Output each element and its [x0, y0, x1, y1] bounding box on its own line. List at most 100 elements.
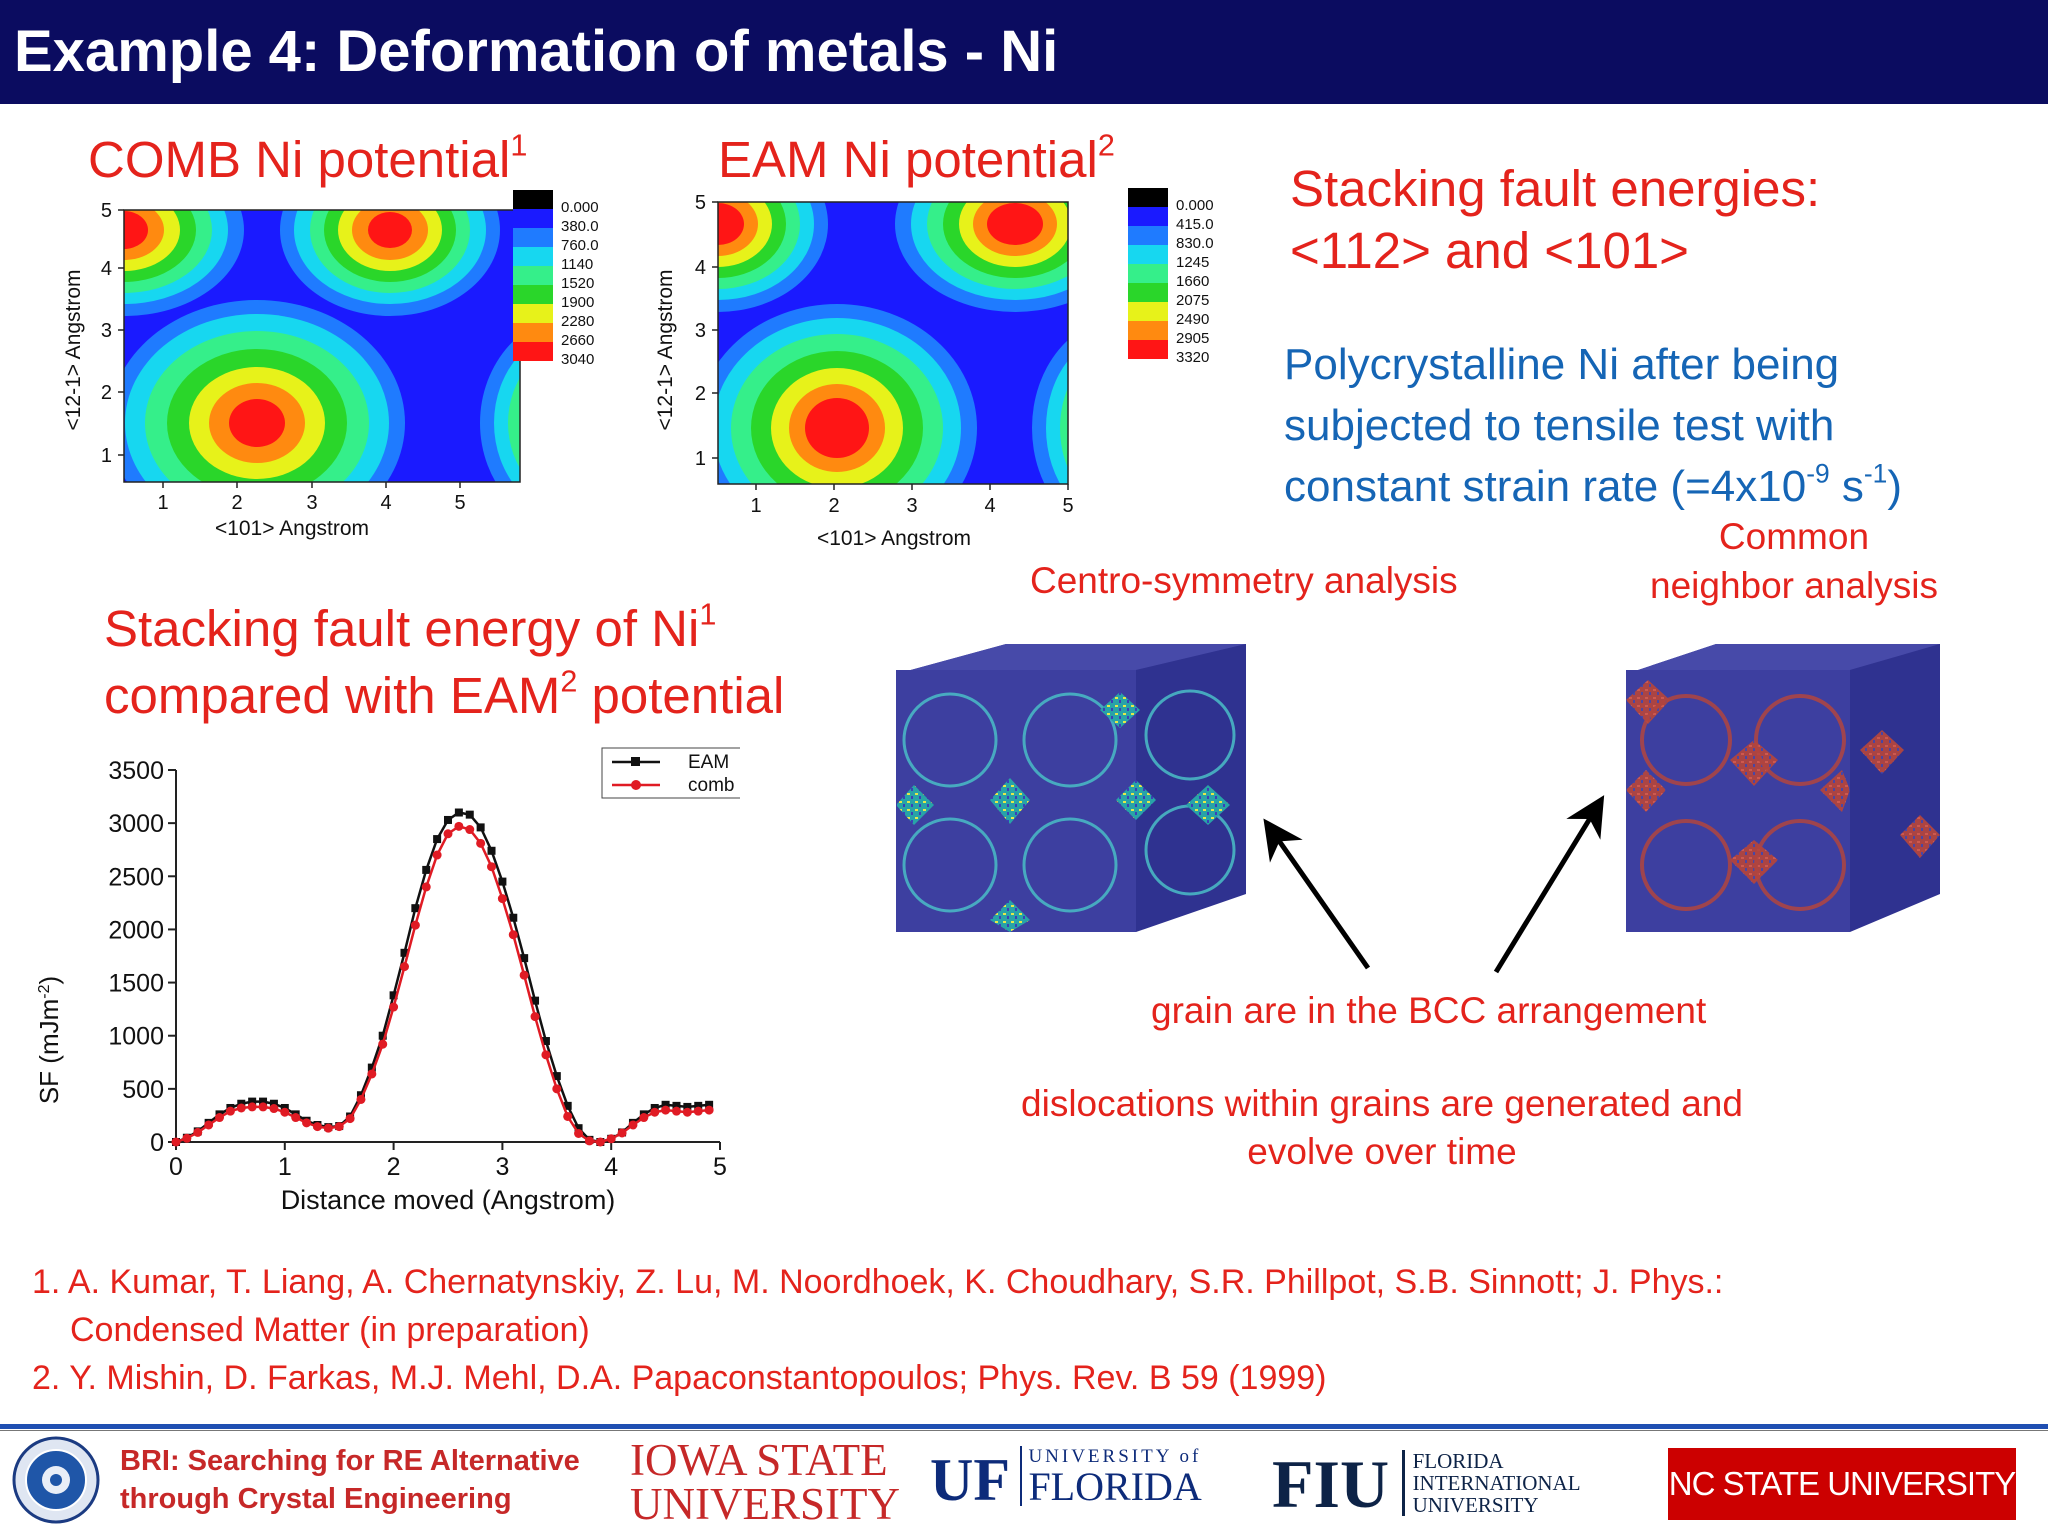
data-point-eam — [433, 835, 442, 844]
data-point-comb — [552, 1084, 562, 1094]
data-point-eam — [476, 823, 485, 832]
x-tick-label: 1 — [750, 495, 761, 517]
contour-blob-top-right — [895, 202, 1068, 312]
data-point-eam — [487, 846, 496, 855]
y-tick-label: 5 — [101, 200, 112, 222]
data-point-comb — [236, 1103, 246, 1113]
colorbar-swatch — [1128, 302, 1168, 321]
footer-rule-thin — [0, 1430, 2048, 1431]
colorbar-label: 1660 — [1176, 273, 1209, 290]
data-point-comb — [693, 1106, 703, 1116]
comb-panel-label: COMB Ni potential1 — [88, 128, 528, 188]
colorbar-label: 3040 — [561, 351, 594, 368]
colorbar-label: 2075 — [1176, 292, 1209, 309]
x-tick-label: 2 — [828, 495, 839, 517]
data-point-eam — [444, 815, 452, 824]
series-line-comb — [175, 824, 710, 1144]
eam-colorbar: 0.000 415.0 830.0 1245 1660 2075 2490 2905 3320 — [1128, 188, 1214, 366]
x-tick-label: 5 — [454, 492, 465, 514]
data-point-comb — [595, 1137, 605, 1147]
data-point-comb — [639, 1113, 649, 1123]
fiu-logo: FIU FLORIDA INTERNATIONAL UNIVERSITY — [1272, 1446, 1581, 1522]
chart-y-axis-title: SF (mJm-2) — [34, 976, 64, 1104]
data-point-eam — [422, 865, 431, 874]
contour-blob-right-edge — [1032, 340, 1068, 484]
y-tick-label: 2 — [695, 383, 706, 405]
data-point-comb — [584, 1136, 594, 1146]
data-point-eam — [552, 1072, 561, 1081]
y-tick-label: 0 — [150, 1129, 164, 1157]
colorbar-label: 380.0 — [561, 218, 599, 235]
data-point-comb — [345, 1114, 355, 1124]
y-tick-label: 1000 — [108, 1023, 164, 1051]
data-point-eam — [411, 904, 420, 913]
y-axis-title: <12-1> Angstrom — [62, 269, 85, 430]
data-point-comb — [182, 1133, 192, 1143]
polycrystalline-line3: constant strain rate (=4x10-9 s-1) — [1284, 458, 1903, 511]
footer-bri-text: BRI: Searching for RE Alternative throug… — [120, 1445, 580, 1515]
cube-top-face — [896, 644, 1246, 674]
annotation-arrows — [1263, 795, 1605, 974]
colorbar-label: 2280 — [561, 313, 594, 330]
data-point-eam — [520, 954, 529, 963]
sfe-comparison-heading: Stacking fault energy of Ni1 compared wi… — [104, 595, 784, 729]
comb-colorbar: 0.000 380.0 760.0 1140 1520 1900 2280 2660 3040 — [513, 190, 599, 368]
y-tick-label: 4 — [101, 258, 112, 280]
y-tick-label: 2000 — [108, 916, 164, 944]
data-point-comb — [399, 962, 409, 972]
common-neighbor-cube — [1626, 644, 1940, 932]
y-tick-label: 5 — [695, 192, 706, 214]
data-point-comb — [432, 850, 442, 860]
data-point-comb — [215, 1113, 225, 1123]
stacking-fault-heading-line1: Stacking fault energies: — [1290, 160, 1821, 217]
data-point-comb — [487, 862, 497, 872]
colorbar-swatch — [1128, 245, 1168, 264]
eam-contour-plot: 1 2 3 4 5 1 2 3 4 5 <101> Angstrom <12-1… — [654, 192, 1074, 550]
x-tick-label: 4 — [984, 495, 995, 517]
data-point-eam — [465, 810, 474, 819]
x-tick-label: 4 — [380, 492, 391, 514]
legend-eam: EAM — [688, 752, 729, 773]
x-tick-label: 5 — [713, 1153, 727, 1181]
nc-state-logo: NC STATE UNIVERSITY — [1668, 1448, 2016, 1520]
data-point-eam — [454, 808, 463, 817]
polycrystalline-text: Polycrystalline Ni after being subjected… — [1284, 334, 1902, 517]
data-point-comb — [617, 1128, 627, 1138]
x-tick-label: 0 — [169, 1153, 183, 1181]
x-tick-label: 3 — [906, 495, 917, 517]
colorbar-swatch — [1128, 226, 1168, 245]
data-point-comb — [302, 1118, 312, 1128]
cube-top-face — [1626, 644, 1940, 674]
data-point-eam — [400, 948, 409, 957]
colorbar-swatch — [513, 342, 553, 361]
centro-symmetry-cube — [896, 644, 1246, 932]
centro-symmetry-label: Centro-symmetry analysis — [1030, 560, 1458, 601]
grain-junctions — [896, 692, 1230, 932]
title-bar — [0, 0, 2048, 104]
sfe-line-chart: 0 1 2 3 4 5 0 500 1000 1500 2000 2500 3000 3500 Dista… — [34, 747, 740, 1215]
data-point-comb — [312, 1122, 322, 1132]
data-point-eam — [694, 1101, 703, 1110]
data-point-comb — [476, 838, 486, 848]
data-point-eam — [541, 1037, 550, 1046]
x-axis-title: <101> Angstrom — [215, 517, 369, 540]
y-tick-label: 2 — [101, 382, 112, 404]
colorbar-label: 415.0 — [1176, 216, 1214, 233]
colorbar-label: 1900 — [561, 294, 594, 311]
colorbar-swatch — [1128, 264, 1168, 283]
data-point-comb — [389, 1002, 399, 1012]
data-point-comb — [280, 1107, 290, 1117]
data-point-comb — [465, 825, 475, 835]
data-point-comb — [530, 1012, 540, 1022]
x-tick-label: 3 — [495, 1153, 509, 1181]
colorbar-swatch — [1128, 283, 1168, 302]
reference-1-line1: 1. A. Kumar, T. Liang, A. Chernatynskiy,… — [32, 1263, 1724, 1301]
y-tick-label: 3500 — [108, 757, 164, 785]
data-point-comb — [650, 1107, 660, 1117]
colorbar-label: 1140 — [561, 256, 593, 273]
reference-1-line2: Condensed Matter (in preparation) — [70, 1311, 590, 1349]
polycrystalline-line1: Polycrystalline Ni after being — [1284, 340, 1840, 389]
data-point-comb — [508, 930, 518, 940]
colorbar-swatch — [513, 304, 553, 323]
data-point-comb — [606, 1134, 616, 1144]
